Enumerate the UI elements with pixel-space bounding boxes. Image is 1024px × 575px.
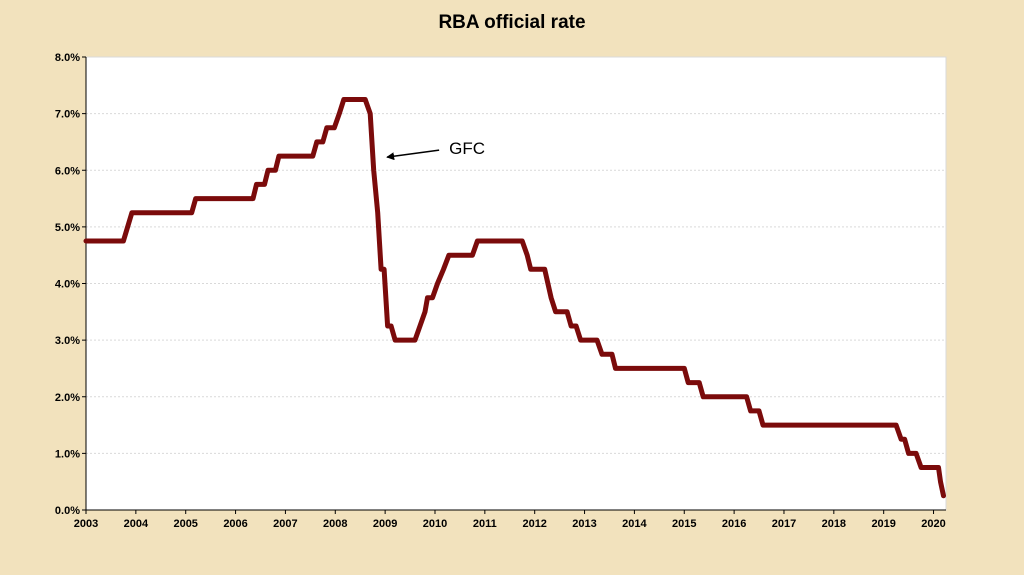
x-tick-label: 2009 (373, 518, 397, 530)
y-tick-label: 3.0% (55, 335, 80, 347)
x-tick-label: 2017 (772, 518, 796, 530)
chart-title: RBA official rate (438, 12, 585, 33)
annotation-arrow (386, 149, 440, 161)
series-layer (83, 97, 946, 499)
x-tick-label: 2007 (273, 518, 297, 530)
y-tick-label: 2.0% (55, 392, 80, 404)
y-tick-label: 0.0% (55, 505, 80, 517)
y-tick-label: 4.0% (55, 279, 80, 291)
y-tick-label: 8.0% (55, 52, 80, 64)
x-tick-label: 2012 (522, 518, 546, 530)
annotation-label-gfc: GFC (449, 139, 485, 158)
x-tick-label: 2011 (473, 518, 497, 530)
x-tick-label: 2006 (223, 518, 247, 530)
y-tick-label: 5.0% (55, 222, 80, 234)
x-tick-label: 2013 (572, 518, 596, 530)
y-tick-label: 1.0% (55, 448, 80, 460)
x-tick-label: 2020 (921, 518, 945, 530)
x-tick-label: 2019 (871, 518, 895, 530)
axes: 0.0% 1.0% 2.0% 3.0% 4.0% 5.0% 6.0% 7.0% 8.0% 2003… (55, 52, 946, 530)
x-tick-label: 2008 (323, 518, 347, 530)
x-tick-label: 2015 (672, 518, 696, 530)
x-tick-label: 2014 (622, 518, 647, 530)
y-tick-label: 6.0% (55, 165, 80, 177)
x-tick-label: 2016 (722, 518, 746, 530)
annotations: GFC (386, 139, 485, 161)
y-tick-label: 7.0% (55, 109, 80, 121)
x-tick-label: 2003 (74, 518, 98, 530)
x-tick-label: 2010 (423, 518, 447, 530)
series-line-rba-rate (83, 97, 946, 499)
x-tick-label: 2018 (822, 518, 846, 530)
x-tick-label: 2004 (124, 518, 149, 530)
gridlines (86, 56, 946, 454)
x-tick-label: 2005 (173, 518, 197, 530)
